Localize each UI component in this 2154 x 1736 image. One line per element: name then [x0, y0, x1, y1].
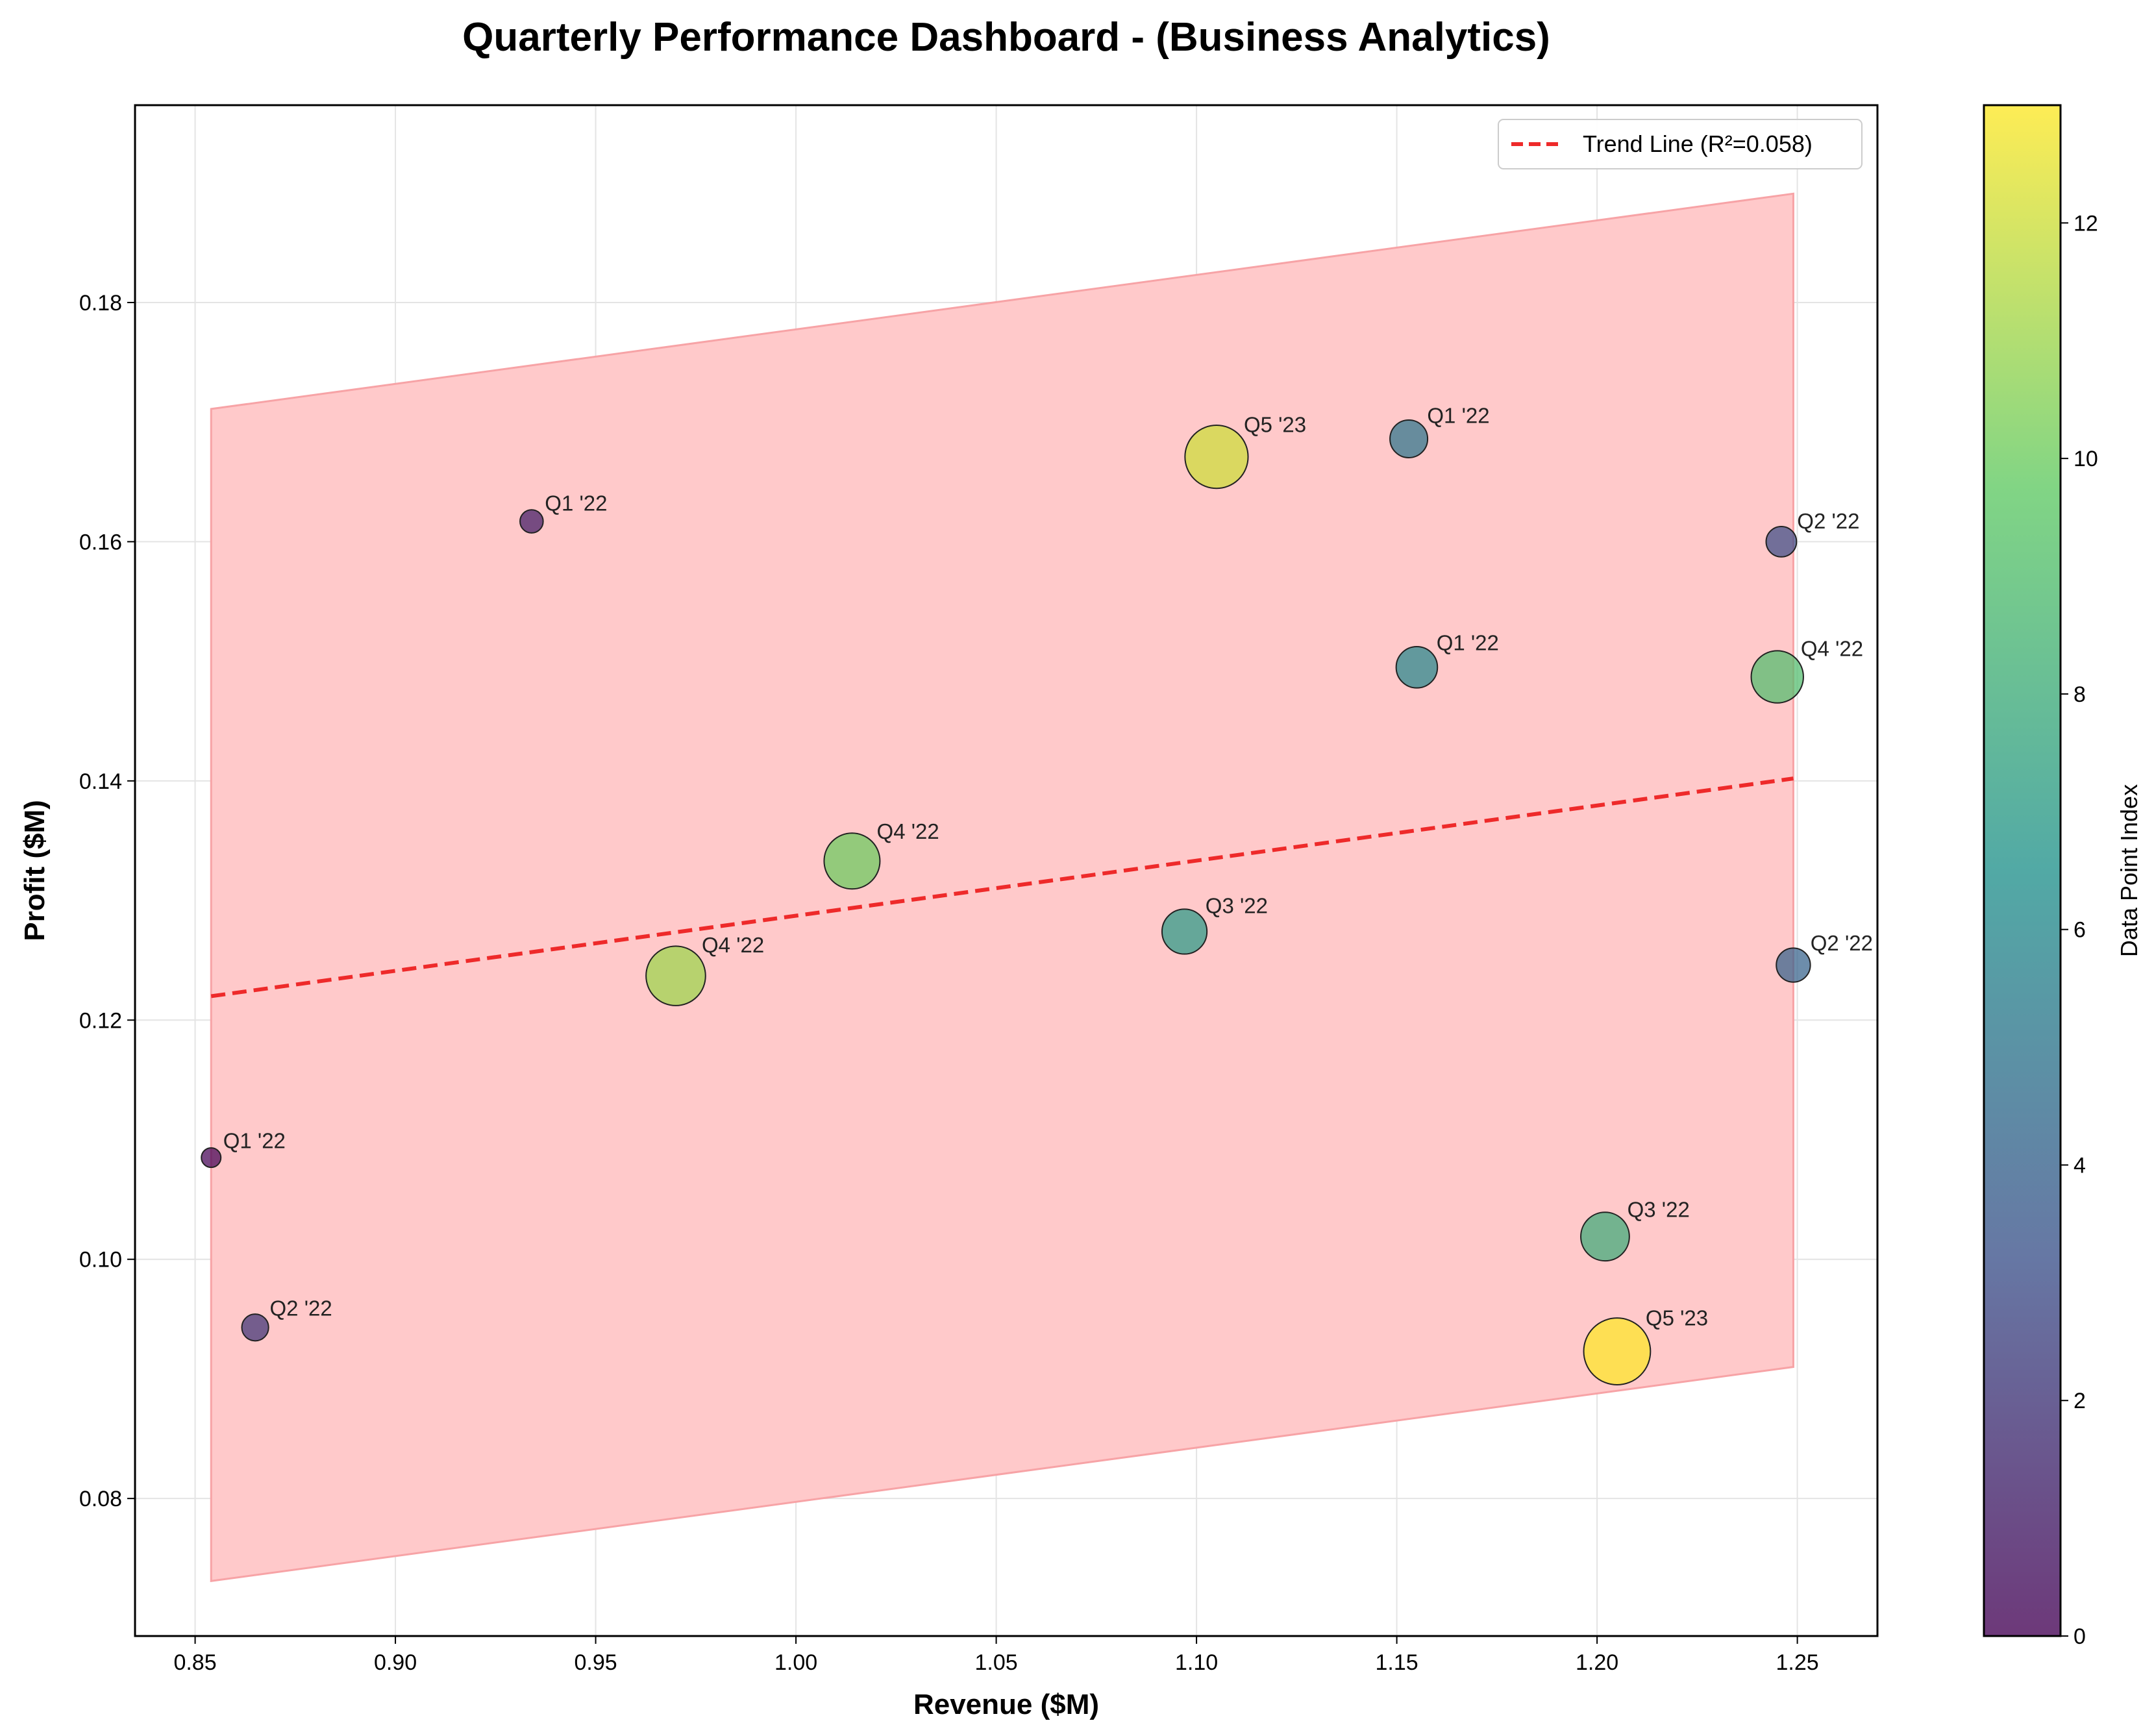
point-label: Q2 '22 [270, 1296, 332, 1320]
plot-frame [134, 104, 1879, 1637]
points-layer [201, 419, 1811, 1385]
point-label: Q1 '22 [545, 491, 607, 515]
colorbar-tick-label: 2 [2074, 1389, 2086, 1413]
x-tick-label: 0.90 [374, 1650, 417, 1675]
colorbar-tick-label: 12 [2074, 211, 2098, 236]
legend-entry-trend: Trend Line (R²=0.058) [1583, 130, 1813, 157]
colorbar: 0 2 4 6 8 10 12 Data Point Index [1983, 104, 2142, 1649]
x-tick-label: 1.25 [1776, 1650, 1819, 1675]
point-label: Q5 '23 [1244, 413, 1306, 437]
y-tick-label: 0.16 [79, 530, 122, 554]
y-tick-label: 0.08 [79, 1487, 122, 1511]
x-axis-ticks: 0.85 0.90 0.95 1.00 1.05 1.10 1.15 1.20 1.25 [173, 1636, 1819, 1675]
y-tick-label: 0.18 [79, 291, 122, 316]
data-point[interactable] [823, 832, 881, 890]
point-label: Q1 '22 [223, 1129, 286, 1153]
data-point[interactable] [1389, 419, 1429, 458]
x-tick-label: 0.85 [173, 1650, 216, 1675]
data-point[interactable] [1750, 650, 1804, 704]
point-label: Q4 '22 [877, 819, 939, 843]
point-labels-layer: Q1 '22 Q1 '22 Q2 '22 Q2 '22 Q2 '22 Q1 '22 Q1 '… [223, 404, 1873, 1330]
point-label: Q1 '22 [1427, 404, 1489, 428]
x-tick-label: 1.15 [1375, 1650, 1418, 1675]
data-point[interactable] [519, 509, 544, 534]
x-axis-label: Revenue ($M) [913, 1689, 1099, 1720]
colorbar-tick-label: 4 [2074, 1153, 2086, 1178]
point-label: Q4 '22 [1801, 636, 1863, 660]
y-tick-label: 0.12 [79, 1008, 122, 1033]
chart-title: Quarterly Performance Dashboard - (Busin… [462, 15, 1550, 60]
y-tick-label: 0.14 [79, 769, 122, 794]
data-point[interactable] [241, 1313, 269, 1342]
point-label: Q2 '22 [1797, 509, 1859, 533]
point-label: Q2 '22 [1811, 931, 1873, 955]
legend-box [1498, 119, 1863, 169]
colorbar-label: Data Point Index [2116, 784, 2142, 957]
point-label: Q3 '22 [1206, 894, 1268, 918]
legend: Trend Line (R²=0.058) [1498, 119, 1863, 169]
y-axis-label: Profit ($M) [19, 800, 51, 941]
x-tick-label: 1.20 [1576, 1650, 1618, 1675]
data-point[interactable] [1184, 425, 1249, 490]
point-label: Q1 '22 [1437, 631, 1499, 655]
data-point[interactable] [1583, 1317, 1652, 1385]
data-point[interactable] [201, 1147, 222, 1169]
data-point[interactable] [1776, 947, 1811, 983]
data-point[interactable] [1765, 525, 1798, 558]
x-tick-label: 0.95 [574, 1650, 617, 1675]
point-label: Q3 '22 [1628, 1198, 1690, 1222]
point-label: Q5 '23 [1646, 1306, 1708, 1330]
data-point[interactable] [645, 945, 706, 1006]
data-point[interactable] [1395, 646, 1439, 689]
colorbar-tick-label: 8 [2074, 682, 2086, 707]
colorbar-gradient [1983, 104, 2062, 1637]
point-label: Q4 '22 [702, 933, 764, 957]
y-axis-ticks: 0.08 0.10 0.12 0.14 0.16 0.18 [79, 291, 135, 1511]
x-tick-label: 1.10 [1175, 1650, 1218, 1675]
y-tick-label: 0.10 [79, 1248, 122, 1272]
x-tick-label: 1.05 [974, 1650, 1017, 1675]
data-point[interactable] [1580, 1211, 1630, 1262]
colorbar-tick-label: 6 [2074, 918, 2086, 943]
colorbar-tick-label: 0 [2074, 1624, 2086, 1649]
colorbar-tick-label: 10 [2074, 447, 2098, 471]
trend-line [210, 776, 1794, 998]
colorbar-ticks: 0 2 4 6 8 10 12 [2061, 211, 2098, 1649]
trend-line-layer [210, 776, 1794, 998]
data-point[interactable] [1161, 908, 1208, 955]
x-tick-label: 1.00 [774, 1650, 817, 1675]
